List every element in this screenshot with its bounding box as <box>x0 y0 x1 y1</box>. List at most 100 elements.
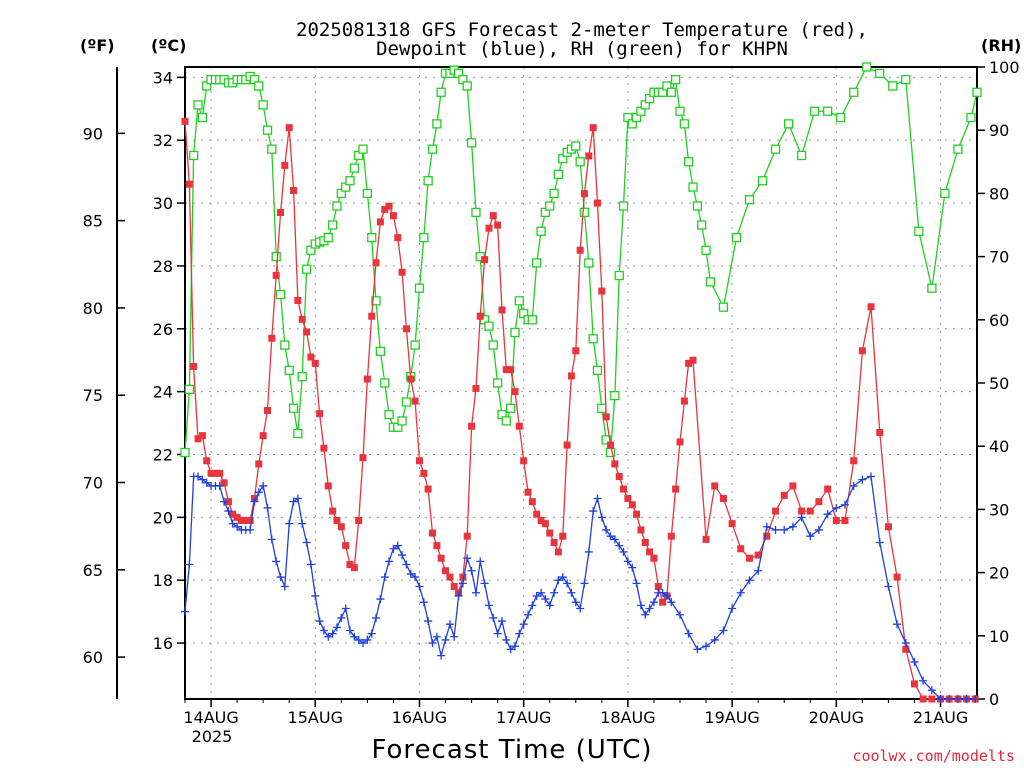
temperature-point <box>385 202 393 210</box>
y-tick-label-rh: 40 <box>989 437 1009 456</box>
rh-point <box>571 141 581 151</box>
dewpoint-point <box>272 557 281 566</box>
dewpoint-point <box>506 645 515 654</box>
dewpoint-point <box>358 639 367 648</box>
dewpoint-point <box>962 695 971 703</box>
dewpoint-point <box>515 629 524 638</box>
dewpoint-point <box>628 563 637 572</box>
dewpoint-point <box>901 639 910 648</box>
temperature-point <box>689 356 697 364</box>
y-tick-label-rh: 60 <box>989 311 1009 330</box>
dewpoint-point <box>788 522 797 531</box>
rh-point <box>588 334 598 344</box>
y-tick-label-rh: 90 <box>989 121 1009 140</box>
dewpoint-point <box>350 632 359 641</box>
temperature-point <box>606 441 614 449</box>
temperature-point <box>572 347 580 355</box>
rh-point <box>849 87 859 97</box>
temperature-point <box>624 494 632 502</box>
dewpoint-point <box>302 538 311 547</box>
dewpoint-point <box>298 519 307 528</box>
dewpoint-point <box>840 500 849 509</box>
temperature-point <box>472 384 480 392</box>
temperature-point <box>711 482 719 490</box>
temperature-point <box>285 124 293 132</box>
temperature-point <box>672 485 680 493</box>
rh-point <box>901 74 911 85</box>
temperature-point <box>420 469 428 477</box>
temperature-point <box>628 501 636 509</box>
dewpoint-point <box>372 613 381 622</box>
y-tick-label-celsius: 28 <box>153 257 173 276</box>
temperature-point <box>876 428 884 436</box>
dewpoint-point <box>332 623 341 632</box>
dewpoint-point <box>337 613 346 622</box>
temperature-point <box>198 432 206 440</box>
rh-point <box>397 416 407 426</box>
y-tick-label-rh: 0 <box>989 690 999 709</box>
y-tick-label-fahrenheit: 70 <box>83 474 103 493</box>
temperature-point <box>216 469 224 477</box>
grid-lines <box>185 67 977 699</box>
dewpoint-point <box>953 695 962 703</box>
rh-point <box>862 62 872 72</box>
temperature-point <box>481 256 489 264</box>
temperature-series <box>181 117 979 703</box>
temperature-point <box>659 598 667 606</box>
dewpoint-point <box>537 588 546 597</box>
temperature-point <box>550 538 558 546</box>
dewpoint-point <box>220 497 229 506</box>
y-tick-label-celsius: 22 <box>153 445 173 464</box>
dewpoint-point <box>185 560 194 569</box>
dewpoint-point <box>563 579 572 588</box>
dewpoint-point <box>289 497 298 506</box>
dewpoint-point <box>363 635 372 644</box>
dewpoint-point <box>702 642 711 651</box>
dewpoint-point <box>367 629 376 638</box>
dewpoint-point <box>567 588 576 597</box>
temperature-point <box>754 551 762 559</box>
source-credit: coolwx.com/modelts <box>852 747 1015 765</box>
temperature-point <box>229 510 237 518</box>
temperature-point <box>576 246 584 254</box>
dewpoint-point <box>354 635 363 644</box>
dewpoint-point <box>736 588 745 597</box>
dewpoint-point <box>719 626 728 635</box>
rh-point <box>610 390 620 401</box>
temperature-point <box>502 366 510 374</box>
temperature-point <box>259 432 267 440</box>
dewpoint-point <box>432 632 441 641</box>
unit-fahrenheit-label: (ºF) <box>80 36 115 55</box>
dewpoint-point <box>641 610 650 619</box>
x-tick-label: 17AUG <box>496 708 551 727</box>
rh-point <box>705 277 716 287</box>
temperature-point <box>867 303 875 311</box>
dewpoint-point <box>745 576 754 585</box>
dewpoint-point <box>597 513 606 522</box>
rh-point <box>293 428 303 439</box>
rh-point <box>193 100 203 110</box>
temperature-point <box>902 645 910 653</box>
rh-point <box>323 232 333 243</box>
y-tick-label-rh: 10 <box>989 627 1009 646</box>
dewpoint-point <box>285 519 294 528</box>
rh-point <box>718 302 729 312</box>
temperature-point <box>363 375 371 383</box>
temperature-point <box>567 372 575 380</box>
temperature-point <box>346 560 354 568</box>
rh-point <box>345 176 355 186</box>
temperature-point <box>589 124 597 132</box>
temperature-point <box>910 680 918 688</box>
temperature-point <box>554 548 562 556</box>
temperature-point <box>524 488 532 496</box>
temperature-point <box>415 457 423 465</box>
dewpoint-point <box>215 481 224 490</box>
temperature-point <box>407 375 415 383</box>
rh-point <box>888 81 898 91</box>
temperature-point <box>181 117 189 125</box>
rh-point <box>362 188 373 199</box>
temperature-point <box>507 366 515 374</box>
rh-point <box>966 112 976 123</box>
temperature-point <box>442 567 450 575</box>
rh-point <box>414 283 425 293</box>
